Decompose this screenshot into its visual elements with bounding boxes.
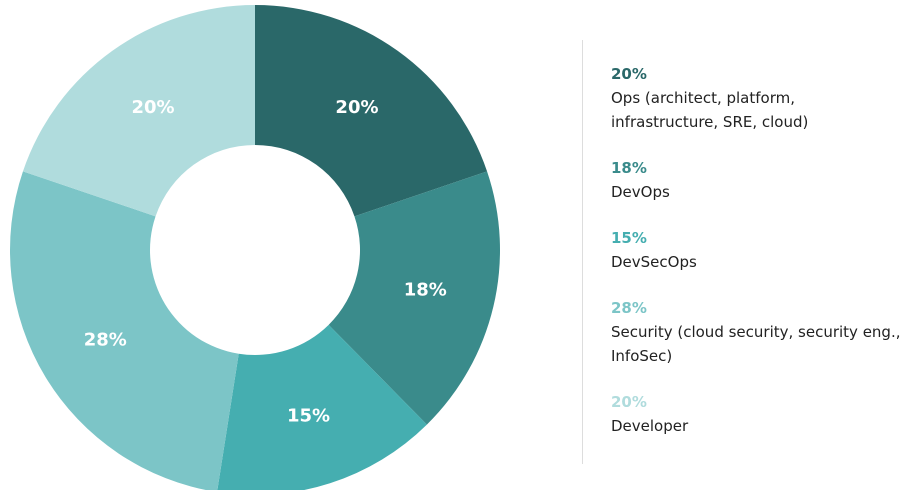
slice-label: 20% <box>335 97 378 118</box>
legend-label: Ops (architect, platform, infrastructure… <box>611 89 809 131</box>
legend-item: 18% DevOps <box>611 156 901 204</box>
legend-value: 28% <box>611 299 647 317</box>
slice-label: 28% <box>84 330 127 351</box>
slice <box>328 171 500 425</box>
slice <box>217 324 427 490</box>
legend-value: 20% <box>611 393 647 411</box>
slice-label: 18% <box>404 279 447 300</box>
slice <box>22 5 255 217</box>
slice-label: 15% <box>287 406 330 427</box>
legend-label: DevSecOps <box>611 253 697 271</box>
slice <box>10 171 239 490</box>
legend-item: 15% DevSecOps <box>611 226 901 274</box>
legend-label: Security (cloud security, security eng.,… <box>611 323 901 365</box>
slice-label: 20% <box>131 97 174 118</box>
legend-label: Developer <box>611 417 689 435</box>
legend-value: 15% <box>611 229 647 247</box>
legend-label: DevOps <box>611 183 670 201</box>
legend-item: 20% Developer <box>611 390 901 438</box>
slice <box>255 5 488 217</box>
divider <box>582 40 583 464</box>
legend-item: 20% Ops (architect, platform, infrastruct… <box>611 62 901 134</box>
legend-value: 18% <box>611 159 647 177</box>
legend-value: 20% <box>611 65 647 83</box>
legend: 20% Ops (architect, platform, infrastruct… <box>611 62 901 460</box>
legend-item: 28% Security (cloud security, security en… <box>611 296 901 368</box>
